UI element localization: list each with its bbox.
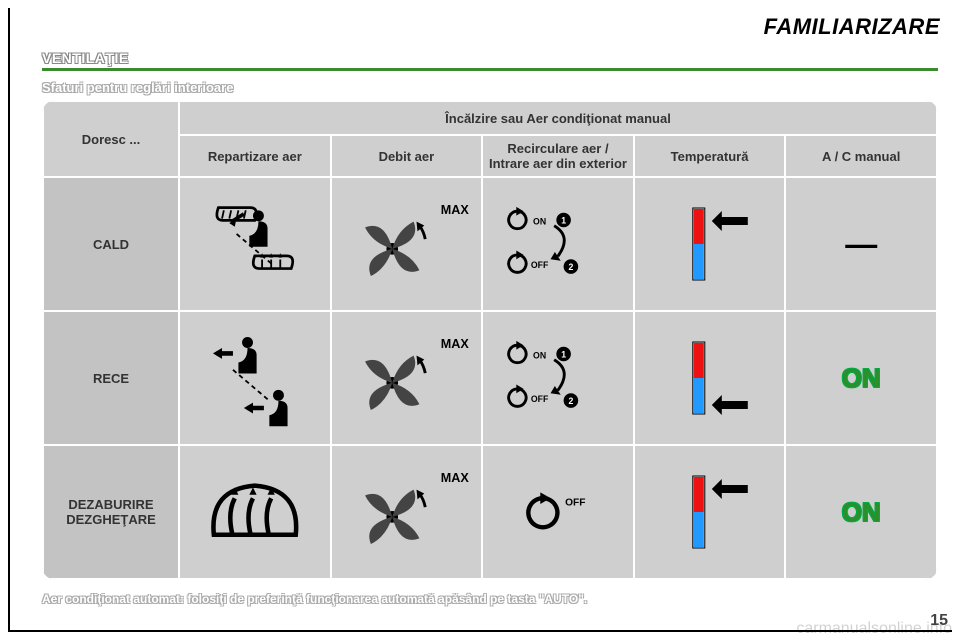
svg-text:2: 2	[569, 396, 574, 406]
svg-text:MAX: MAX	[440, 471, 469, 485]
row-dezaburire-temp	[634, 445, 786, 579]
svg-text:OFF: OFF	[531, 260, 548, 270]
section-title: VENTILAŢIE	[42, 50, 129, 66]
col-ac: A / C manual	[785, 135, 937, 177]
settings-table: Doresc ... Încălzire sau Aer condiţionat…	[42, 100, 938, 580]
fan-max-icon: MAX	[334, 457, 480, 567]
row-rece-ac: ON	[785, 311, 937, 445]
recirc-onoff-icon: ON 1 OFF 2	[485, 189, 631, 299]
row-cald-repartizare	[179, 177, 331, 311]
col-recirculare: Recirculare aer / Intrare aer din exteri…	[482, 135, 634, 177]
svg-text:1: 1	[561, 350, 566, 360]
row-cald-temp	[634, 177, 786, 311]
air-distribution-icon	[182, 189, 328, 299]
col-heading-merge: Încălzire sau Aer condiţionat manual	[179, 101, 937, 135]
svg-text:2: 2	[569, 262, 574, 272]
row-cald-recirc: ON 1 OFF 2	[482, 177, 634, 311]
row-cald-ac: —	[785, 177, 937, 311]
row-cald-debit: MAX	[331, 177, 483, 311]
defrost-icon	[182, 457, 328, 567]
svg-text:ON: ON	[533, 350, 546, 360]
row-rece-repartizare	[179, 311, 331, 445]
fan-max-icon: MAX	[334, 323, 480, 433]
section-rule	[42, 68, 938, 71]
row-rece-label: RECE	[43, 311, 179, 445]
col-repartizare: Repartizare aer	[179, 135, 331, 177]
section-subtitle: Sfaturi pentru reglări interioare	[42, 80, 233, 95]
row-dezaburire-debit: MAX	[331, 445, 483, 579]
col-temperatura: Temperatură	[634, 135, 786, 177]
footnote: Aer condiţionat automat: folosiţi de pre…	[42, 592, 587, 606]
air-distribution-face-icon	[182, 323, 328, 433]
svg-text:MAX: MAX	[440, 203, 469, 217]
temp-cold-icon	[637, 323, 783, 433]
row-dezaburire-ac: ON	[785, 445, 937, 579]
recirc-onoff-icon: ON 1 OFF 2	[485, 323, 631, 433]
temp-hot-icon	[637, 457, 783, 567]
page-header: FAMILIARIZARE	[764, 14, 940, 40]
recirc-off-icon: OFF	[485, 457, 631, 567]
row-cald-label: CALD	[43, 177, 179, 311]
page-frame: FAMILIARIZARE VENTILAŢIE Sfaturi pentru …	[8, 8, 952, 632]
svg-text:OFF: OFF	[531, 394, 548, 404]
col-debit: Debit aer	[331, 135, 483, 177]
row-dezaburire-repartizare	[179, 445, 331, 579]
svg-text:ON: ON	[533, 216, 546, 226]
row-dezaburire-recirc: OFF	[482, 445, 634, 579]
row-rece-recirc: ON 1 OFF 2	[482, 311, 634, 445]
svg-text:OFF: OFF	[565, 497, 585, 508]
temp-hot-icon	[637, 189, 783, 299]
fan-max-icon: MAX	[334, 189, 480, 299]
watermark: carmanualsonline.info	[796, 620, 952, 638]
svg-text:MAX: MAX	[440, 337, 469, 351]
row-rece-debit: MAX	[331, 311, 483, 445]
row-rece-temp	[634, 311, 786, 445]
col-doresc: Doresc ...	[43, 101, 179, 177]
svg-text:1: 1	[561, 216, 566, 226]
row-dezaburire-label: DEZABURIRE DEZGHEŢARE	[43, 445, 179, 579]
